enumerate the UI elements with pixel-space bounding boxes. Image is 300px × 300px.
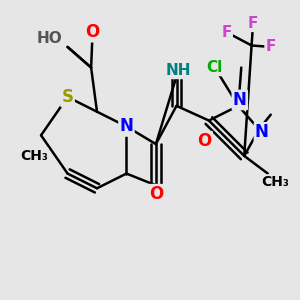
Text: O: O — [85, 23, 100, 41]
Text: Cl: Cl — [207, 60, 223, 75]
Text: O: O — [149, 185, 163, 203]
Text: N: N — [119, 117, 134, 135]
Text: F: F — [248, 16, 258, 31]
Text: CH₃: CH₃ — [261, 176, 289, 189]
Text: S: S — [61, 88, 74, 106]
Text: NH: NH — [165, 63, 191, 78]
Text: CH₃: CH₃ — [20, 149, 48, 163]
Text: F: F — [221, 25, 232, 40]
Text: F: F — [266, 39, 276, 54]
Text: HO: HO — [37, 31, 63, 46]
Text: O: O — [197, 132, 212, 150]
Text: N: N — [255, 123, 269, 141]
Text: N: N — [233, 91, 247, 109]
